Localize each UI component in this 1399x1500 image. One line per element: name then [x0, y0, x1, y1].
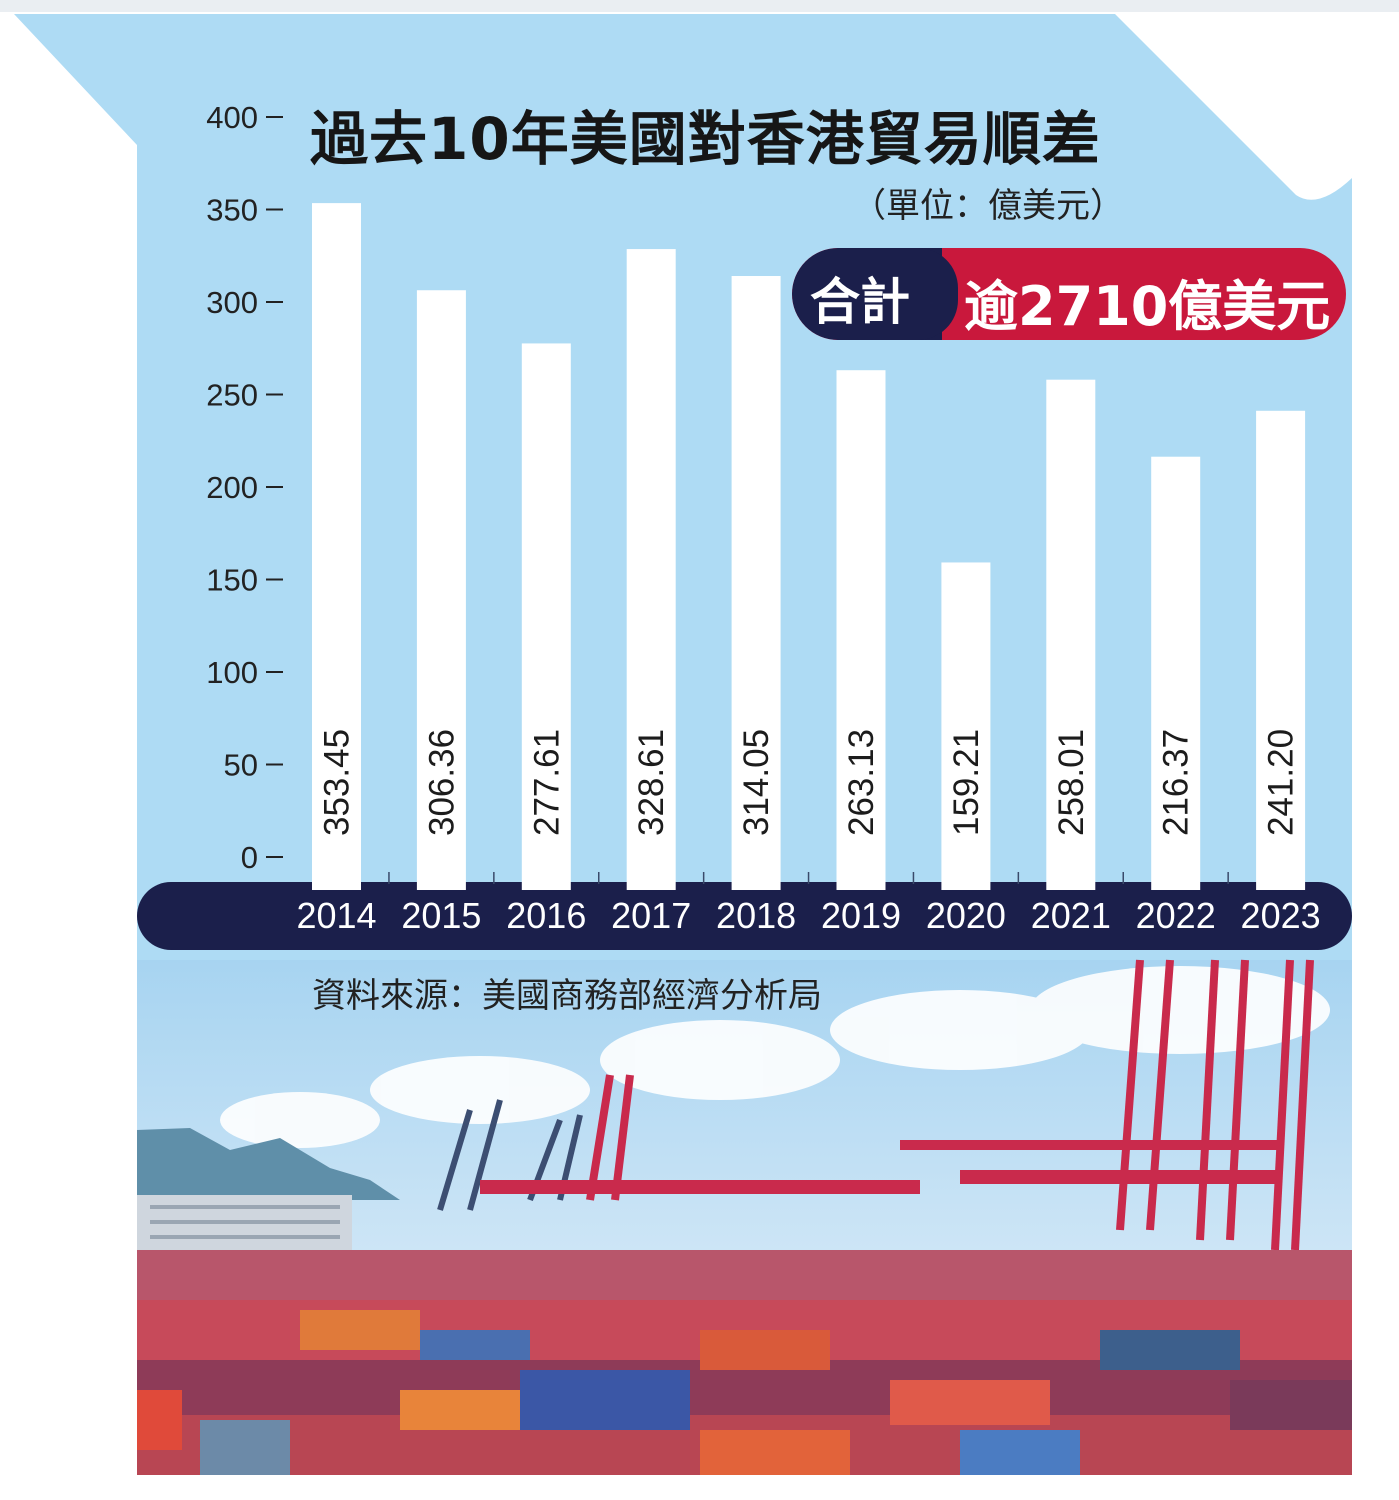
y-tick-label: 50 [224, 748, 258, 783]
x-axis-labels: 2014 2015 2016 2017 2018 2019 2020 2021 2022 2023 [296, 895, 1320, 936]
bar-2018 [731, 276, 781, 890]
total-label: 合計 [810, 273, 910, 331]
y-tick-label: 150 [206, 563, 258, 598]
x-tick-label: 2020 [926, 895, 1006, 936]
y-tick-label: 300 [206, 285, 258, 320]
x-tick-label: 2014 [296, 895, 376, 936]
total-badge-left [792, 248, 942, 340]
port-photo [137, 959, 1352, 1475]
x-tick-label: 2016 [506, 895, 586, 936]
x-tick-label: 2021 [1031, 895, 1111, 936]
bar-2020 [941, 562, 991, 890]
x-tick-label: 2019 [821, 895, 901, 936]
bar-value-label: 306.36 [422, 729, 461, 836]
x-tick-label: 2017 [611, 895, 691, 936]
source-note: 資料來源：美國商務部經濟分析局 [312, 976, 822, 1016]
y-axis: 0 50 100 150 200 250 300 350 400 [206, 100, 283, 875]
x-tick-label: 2023 [1241, 895, 1321, 936]
bar-value-label: 159.21 [947, 729, 986, 836]
y-tick-label: 250 [206, 378, 258, 413]
x-tick-label: 2015 [401, 895, 481, 936]
chart-title: 過去10年美國對香港貿易順差 [310, 105, 1101, 173]
total-badge-cap [918, 248, 958, 340]
bar-value-label: 314.05 [737, 729, 776, 836]
bar-2022 [1151, 456, 1201, 890]
x-tick-label: 2018 [716, 895, 796, 936]
bar-2023 [1256, 410, 1306, 890]
bar-value-label: 258.01 [1052, 729, 1091, 836]
bar-value-label: 353.45 [318, 729, 357, 836]
bar-2016 [521, 343, 571, 890]
y-tick-label: 0 [241, 840, 258, 875]
y-tick-label: 400 [206, 100, 258, 135]
bar-value-label: 216.37 [1157, 729, 1196, 836]
total-value: 逾2710億美元 [964, 275, 1331, 338]
bar-2021 [1046, 379, 1096, 890]
x-axis-band [137, 882, 1352, 950]
total-badge: 合計 逾2710億美元 [792, 248, 1346, 340]
bar-2015 [416, 290, 466, 890]
y-tick-label: 100 [206, 655, 258, 690]
bars: 353.45 306.36 277.61 328.61 314.05 263.13 159.… [312, 203, 1306, 891]
bar-2017 [626, 249, 676, 890]
unit-label: （單位：億美元） [852, 186, 1124, 226]
bar-value-label: 241.20 [1262, 729, 1301, 836]
y-tick-label: 350 [206, 193, 258, 228]
bar-2014 [312, 203, 361, 890]
bar-value-label: 277.61 [527, 729, 566, 836]
bar-value-label: 263.13 [842, 729, 881, 836]
bar-value-label: 328.61 [632, 729, 671, 836]
y-tick-label: 200 [206, 470, 258, 505]
bar-2019 [836, 370, 886, 891]
x-tick-label: 2022 [1136, 895, 1216, 936]
